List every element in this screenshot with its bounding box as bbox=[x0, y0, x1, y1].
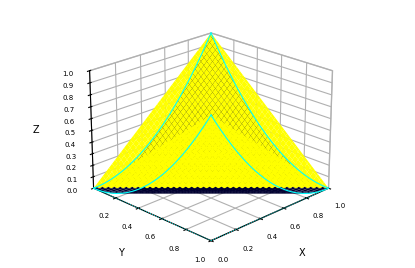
X-axis label: X: X bbox=[298, 248, 305, 258]
Y-axis label: Y: Y bbox=[117, 248, 123, 258]
